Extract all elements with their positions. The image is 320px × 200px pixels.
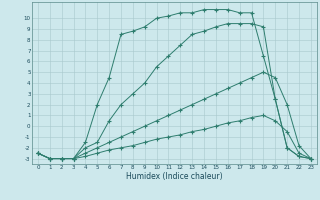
X-axis label: Humidex (Indice chaleur): Humidex (Indice chaleur): [126, 172, 223, 181]
